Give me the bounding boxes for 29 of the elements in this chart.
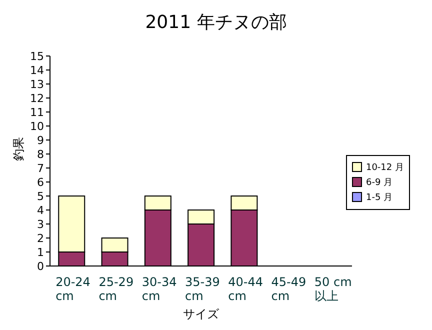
y-tick-label: 0 xyxy=(37,260,44,273)
y-axis-title: 釣果 xyxy=(11,137,26,161)
y-tick-label: 7 xyxy=(37,162,44,175)
x-axis-title: サイズ xyxy=(182,307,220,321)
y-tick-label: 3 xyxy=(37,218,44,231)
chart-title: 2011 年チヌの部 xyxy=(144,11,288,35)
x-tick-label: 45-49 cm xyxy=(271,275,306,303)
y-tick-label: 8 xyxy=(37,148,44,161)
y-tick-label: 1 xyxy=(37,246,44,259)
legend-label: 1-5 月 xyxy=(366,192,393,204)
y-tick-label: 5 xyxy=(37,190,44,203)
y-tick-label: 15 xyxy=(30,50,44,63)
y-tick-label: 4 xyxy=(37,204,44,217)
y-tick-label: 9 xyxy=(37,134,44,147)
y-tick-label: 14 xyxy=(30,64,44,77)
x-tick-label: 35-39 cm xyxy=(184,275,220,303)
legend-label: 6-9 月 xyxy=(366,176,393,188)
y-tick-label: 11 xyxy=(30,106,44,119)
x-tick-label: 50 cm 以上 xyxy=(314,275,352,303)
y-tick-label: 13 xyxy=(30,78,44,91)
x-tick-label: 25-29 cm xyxy=(98,275,134,303)
y-tick-label: 10 xyxy=(30,120,44,133)
y-tick-label: 12 xyxy=(30,92,44,105)
x-tick-label: 20-24 cm xyxy=(56,275,90,303)
legend-label: 10-12 月 xyxy=(366,162,404,174)
y-tick-label: 6 xyxy=(37,176,44,189)
x-tick-label: 40-44 cm xyxy=(228,275,264,303)
y-tick-label: 2 xyxy=(37,232,44,245)
x-tick-label: 30-34 cm xyxy=(142,275,177,303)
